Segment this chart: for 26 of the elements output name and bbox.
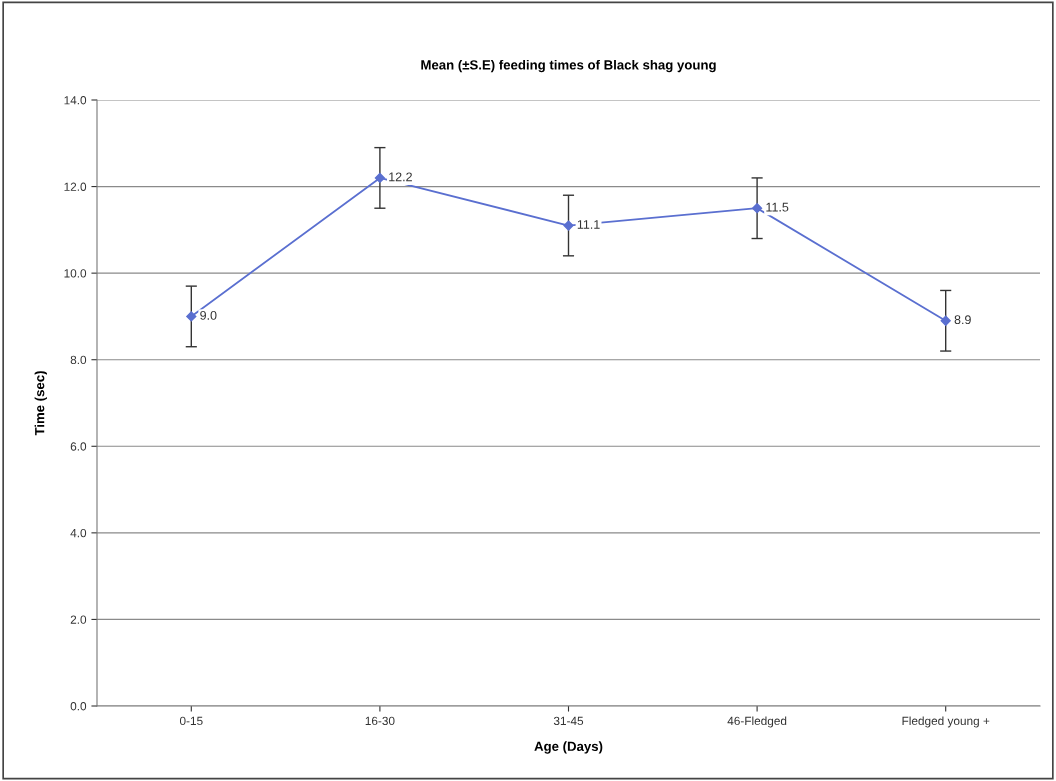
x-tick-label: Fledged young + [902, 716, 990, 728]
point [751, 203, 763, 214]
y-axis-title: Time (sec) [34, 371, 47, 436]
y-tick-label: 2.0 [70, 615, 87, 624]
chart-title: Mean (±S.E) feeding times of Black shag young [421, 59, 716, 73]
y-tick-label: 10.0 [64, 269, 87, 278]
y-tick-label: 6.0 [70, 442, 87, 451]
point [563, 220, 574, 231]
y-tick-label: 0.0 [70, 702, 87, 711]
data-label: 11.1 [577, 220, 600, 229]
point [186, 311, 197, 322]
y-tick-label: 8.0 [70, 355, 87, 365]
y-tick-label: 4.0 [70, 528, 87, 538]
x-tick-label: 16-30 [365, 716, 395, 726]
data-label: 12.2 [389, 172, 412, 182]
data-label: 8.9 [954, 315, 971, 325]
data-label: 11.5 [766, 202, 789, 212]
x-tick-label: 0-15 [179, 716, 203, 726]
data-label: 9.0 [200, 310, 217, 320]
x-tick-label: 31-45 [553, 716, 584, 726]
point [374, 172, 386, 184]
x-axis-title: Age (Days) [534, 741, 603, 754]
y-tick-label: 14.0 [64, 96, 87, 105]
y-tick-label: 12.0 [64, 182, 87, 191]
point [940, 315, 951, 326]
x-tick-label: 46-Fledged [727, 716, 787, 728]
